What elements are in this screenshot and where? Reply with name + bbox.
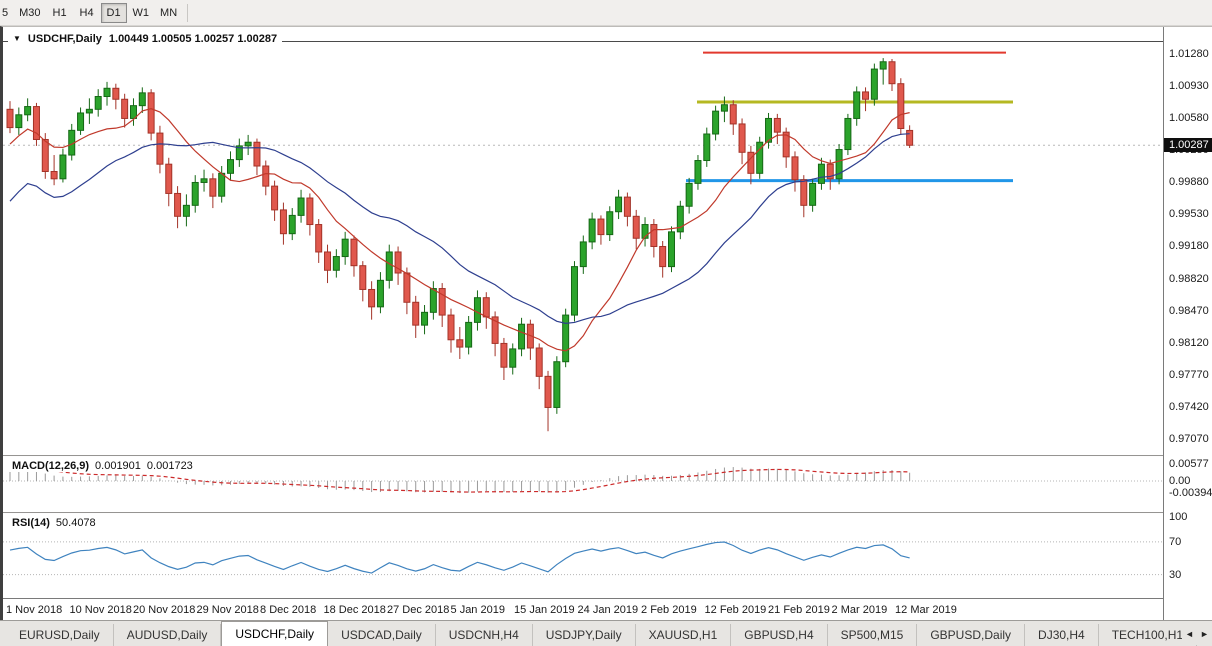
pane-splitter-rsi[interactable] — [3, 512, 1163, 514]
chart-tab-usdchf-daily[interactable]: USDCHF,Daily — [221, 621, 329, 646]
price-axis-tick: 0.99180 — [1169, 240, 1209, 253]
main-chart-canvas[interactable] — [3, 27, 1163, 455]
chart-tab-gbpusd-h4[interactable]: GBPUSD,H4 — [731, 624, 828, 646]
date-axis-tick: 24 Jan 2019 — [577, 604, 639, 616]
date-axis-tick: 10 Nov 2018 — [69, 604, 132, 616]
price-axis-tick: 1.00930 — [1169, 80, 1209, 93]
rsi-axis-tick: 70 — [1169, 535, 1182, 548]
date-axis-tick: 15 Jan 2019 — [514, 604, 575, 616]
rsi-line[interactable] — [9, 541, 910, 574]
current-price-tag: 1.00287 — [1164, 138, 1212, 153]
date-axis-tick: 2 Feb 2019 — [641, 604, 697, 616]
chart-tab-gbpusd-daily[interactable]: GBPUSD,Daily — [917, 624, 1026, 646]
rsi-label: RSI(14) 50.4078 — [8, 517, 100, 529]
chart-tab-usdcnh-h4[interactable]: USDCNH,H4 — [436, 624, 533, 646]
rsi-value: 50.4078 — [55, 517, 96, 529]
pane-splitter-macd[interactable] — [3, 455, 1163, 457]
rsi-canvas[interactable] — [3, 514, 1163, 598]
chart-ohlc-values: 1.00449 1.00505 1.00257 1.00287 — [108, 33, 278, 45]
timeframe-button-5[interactable]: 5 — [0, 3, 13, 23]
date-axis-tick: 18 Dec 2018 — [323, 604, 386, 616]
timeframe-button-D1[interactable]: D1 — [100, 2, 127, 23]
date-axis-tick: 27 Dec 2018 — [387, 604, 450, 616]
macd-signal-value: 0.001723 — [146, 460, 193, 472]
rsi-axis-tick: 100 — [1169, 511, 1188, 524]
chart-tab-usdcad-daily[interactable]: USDCAD,Daily — [328, 624, 436, 646]
date-axis[interactable]: 1 Nov 2018 10 Nov 2018 20 Nov 2018 29 Nov 2… — [3, 598, 1163, 621]
price-axis-tick: 0.99530 — [1169, 208, 1209, 221]
chart-top-border — [3, 41, 1163, 42]
toolbar-separator — [187, 3, 189, 22]
date-axis-tick: 29 Nov 2018 — [196, 604, 259, 616]
chart-tab-sp500-m15[interactable]: SP500,M15 — [828, 624, 918, 646]
rsi-name: RSI(14) — [12, 517, 50, 529]
date-axis-tick: 21 Feb 2019 — [768, 604, 830, 616]
price-axis[interactable]: 1.012801.009301.005801.002300.998800.995… — [1163, 27, 1212, 621]
chart-tab-dj30-h4[interactable]: DJ30,H4 — [1025, 624, 1099, 646]
price-axis-tick: 0.97770 — [1169, 369, 1209, 382]
candles-group — [6, 58, 914, 432]
chart-title[interactable]: ▼ USDCHF,Daily 1.00449 1.00505 1.00257 1… — [8, 32, 283, 46]
timeframe-button-MN[interactable]: MN — [155, 3, 182, 23]
timeframe-toolbar: 5 M30 H1 H4 D1 W1 MN — [0, 0, 1212, 26]
rsi-pane[interactable]: RSI(14) 50.4078 — [3, 514, 1163, 598]
price-axis-tick: 0.98820 — [1169, 273, 1209, 286]
timeframe-button-H1[interactable]: H1 — [47, 3, 73, 23]
macd-name: MACD(12,26,9) — [12, 460, 90, 472]
macd-axis-tick: 0.00 — [1169, 475, 1191, 487]
macd-signal-line[interactable] — [9, 467, 910, 493]
macd-pane[interactable]: MACD(12,26,9) 0.001901 0.001723 — [3, 457, 1163, 512]
timeframe-button-H4[interactable]: H4 — [74, 3, 100, 23]
rsi-axis-tick: 30 — [1169, 568, 1182, 581]
price-axis-tick: 1.00580 — [1169, 112, 1209, 125]
price-axis-tick: 1.01280 — [1169, 48, 1209, 61]
chart-tab-audusd-daily[interactable]: AUDUSD,Daily — [114, 624, 222, 646]
price-axis-tick: 0.98120 — [1169, 337, 1209, 350]
macd-label: MACD(12,26,9) 0.001901 0.001723 — [8, 460, 197, 472]
chart-symbol-title: USDCHF,Daily — [27, 33, 102, 45]
ma-slow-blue-line[interactable] — [9, 133, 910, 324]
macd-axis-tick: 0.00577 — [1169, 457, 1209, 470]
date-axis-tick: 12 Mar 2019 — [895, 604, 957, 616]
main-chart-pane[interactable]: ▼ USDCHF,Daily 1.00449 1.00505 1.00257 1… — [3, 27, 1163, 455]
chart-area: ▼ USDCHF,Daily 1.00449 1.00505 1.00257 1… — [3, 27, 1163, 621]
price-axis-tick: 0.97420 — [1169, 401, 1209, 414]
date-axis-tick: 12 Feb 2019 — [704, 604, 767, 616]
date-axis-tick: 8 Dec 2018 — [260, 604, 317, 616]
chart-tab-xauusd-h1[interactable]: XAUUSD,H1 — [636, 624, 732, 646]
price-axis-tick: 0.99880 — [1169, 176, 1209, 189]
macd-main-value: 0.001901 — [95, 460, 141, 472]
chart-tab-bar: EURUSD,Daily AUDUSD,Daily USDCHF,Daily USDC… — [0, 620, 1212, 646]
ma-fast-red-line[interactable] — [9, 108, 910, 352]
date-axis-tick: 20 Nov 2018 — [133, 604, 196, 616]
macd-canvas[interactable] — [3, 457, 1163, 512]
chart-tab-usdjpy-daily[interactable]: USDJPY,Daily — [533, 624, 636, 646]
chart-menu-icon[interactable]: ▼ — [13, 34, 21, 43]
chart-tab-eurusd-daily[interactable]: EURUSD,Daily — [6, 624, 114, 646]
price-axis-tick: 0.98470 — [1169, 305, 1209, 318]
tab-scroll-right-button[interactable]: ► — [1200, 629, 1209, 639]
timeframe-button-M30[interactable]: M30 — [14, 3, 45, 23]
chart-window: ▼ USDCHF,Daily 1.00449 1.00505 1.00257 1… — [0, 26, 1212, 621]
date-axis-tick: 2 Mar 2019 — [831, 604, 888, 616]
price-axis-tick: 0.97070 — [1169, 433, 1209, 446]
timeframe-button-W1[interactable]: W1 — [128, 3, 155, 23]
date-axis-tick: 5 Jan 2019 — [450, 604, 505, 616]
tab-scroll-buttons: ◄ ► — [1182, 623, 1212, 645]
macd-histogram — [9, 467, 911, 494]
date-axis-tick: 1 Nov 2018 — [6, 604, 63, 616]
tab-scroll-left-button[interactable]: ◄ — [1185, 629, 1194, 639]
macd-axis-tick: -0.003944 — [1169, 486, 1212, 499]
